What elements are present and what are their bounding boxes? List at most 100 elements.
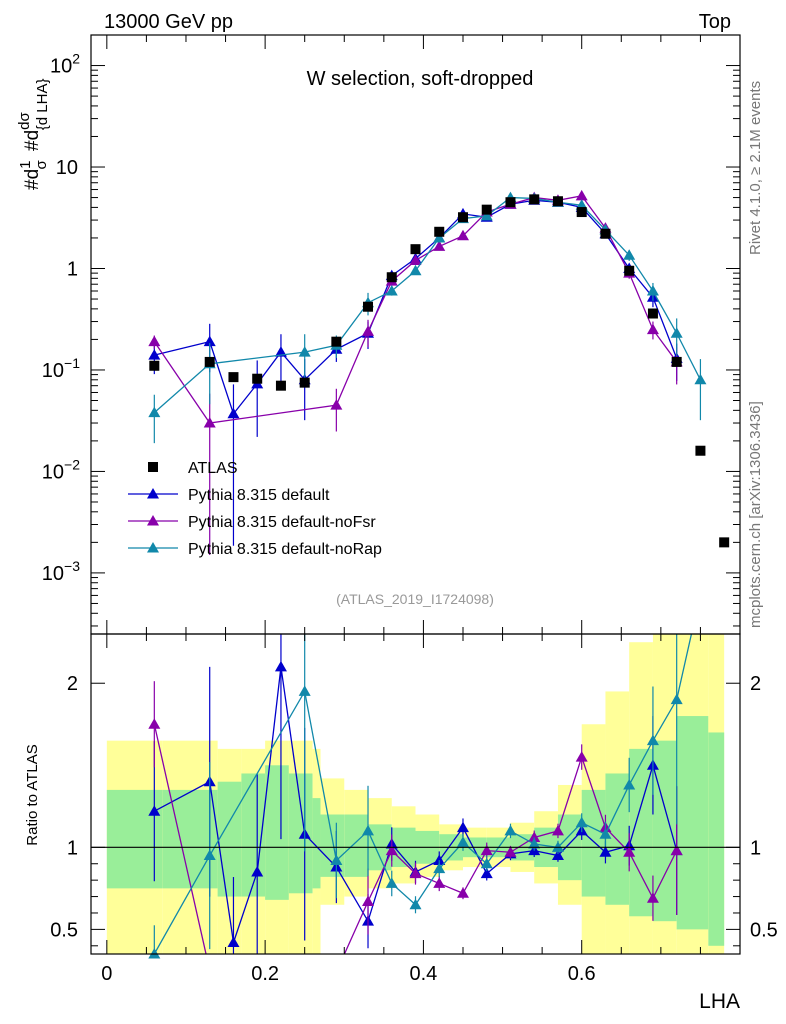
ratio-point [409,898,422,910]
atlas-point [386,272,397,283]
header-process: Top [699,11,731,33]
atlas-point [481,204,492,215]
ratio-point [670,693,683,705]
atlas-point [363,301,374,312]
atlas-point [719,537,730,548]
atlas-point [647,308,658,319]
ratio-panel-marks [148,634,693,959]
series-line-1 [153,195,678,424]
ratio-uncertainty-bands [106,634,725,954]
atlas-point [671,356,682,367]
band-green-22 [676,716,709,930]
ratio-point [298,685,311,696]
ratio-point [480,857,493,869]
series-point [670,327,683,338]
ratio-tick-label-left: 0.5 [50,919,78,941]
band-green-18 [581,789,606,897]
ratio-point [456,821,469,833]
atlas-point [331,336,342,347]
band-green-1 [162,789,218,889]
series-point [298,346,311,357]
legend-label: Pythia 8.315 default-noRap [188,541,382,558]
series-point [203,335,216,347]
series-point [409,254,422,265]
series-point [480,209,493,221]
atlas-point [576,207,587,218]
ratio-point [551,849,564,861]
legend-label: Pythia 8.315 default [188,487,330,504]
ratio-point [670,844,683,856]
mcplots-label: mcplots.cern.ch [arXiv:1306.3436] [747,401,764,628]
legend-label: Pythia 8.315 default-noFsr [188,514,376,531]
ratio-point [528,838,541,849]
band-green-5 [288,773,313,894]
legend-label: ATLAS [188,460,238,477]
atlas-point [457,212,468,223]
rivet-version-label: Rivet 4.1.0, ≥ 2.1M events [747,81,764,255]
atlas-point [204,356,215,367]
x-tick-label: 0.6 [568,963,596,985]
atlas-point [434,226,445,237]
atlas-point [600,228,611,239]
series-point [274,346,287,357]
series-point [362,325,375,336]
ratio-point [575,816,588,828]
series-point [227,407,240,419]
header-energy: 13000 GeV pp [104,11,233,33]
ratio-point [623,778,636,790]
ratio-point [203,849,216,861]
ratio-point [575,751,588,762]
ratio-point [251,865,264,877]
series-point [330,399,343,410]
band-green-2 [217,781,242,897]
series-point [575,189,588,201]
analysis-id: (ATLAS_2019_I1724098) [336,591,494,607]
band-green-23 [708,732,725,946]
y-tick-label: 10−1 [42,355,80,382]
x-tick-label: 0.4 [410,963,438,985]
atlas-point [552,196,563,207]
series-point [148,349,161,360]
axes-ticks: 10−3 10−2 10−1 1 10 102 0 0.2 0.4 0.6 0.5 0.5 1 1 2 2 [42,34,778,985]
ratio-point [330,854,343,865]
ratio-point [528,831,541,842]
band-green-20 [629,748,653,917]
ratio-tick-label-left: 2 [67,673,78,695]
atlas-point [228,372,239,383]
series-point [409,264,422,276]
x-axis-label: LHA [699,990,740,1013]
ratio-point [274,660,287,672]
ratio-point [227,936,240,948]
ratio-point [504,824,517,836]
band-green-7 [320,814,345,877]
legend-marker [147,488,159,499]
legend-marker [147,542,159,553]
ratio-point [599,828,612,839]
y-tick-label: 10−2 [42,456,80,483]
series-point [433,231,446,243]
series-point [623,249,636,260]
atlas-point [149,360,160,371]
band-green-3 [241,773,266,897]
plot-title: W selection, soft-dropped [307,68,534,90]
atlas-point [695,445,706,456]
x-tick-label: 0 [101,963,112,985]
series-point [203,417,216,428]
series-point [646,285,659,296]
series-point [433,240,446,251]
series-point [456,229,469,241]
y-tick-label: 10 [56,157,78,179]
ratio-point [551,824,564,836]
atlas-point [275,380,286,391]
legend: ATLAS Pythia 8.315 default Pythia 8.315 de… [128,460,382,558]
atlas-point [252,373,263,384]
ratio-point [623,846,636,857]
ratio-point [504,846,517,857]
atlas-point [505,197,516,208]
series-point [694,373,707,385]
atlas-point [624,265,635,276]
ratio-point [148,718,161,729]
series-point [148,406,161,418]
atlas-point [529,194,540,205]
ratio-point [362,895,375,906]
